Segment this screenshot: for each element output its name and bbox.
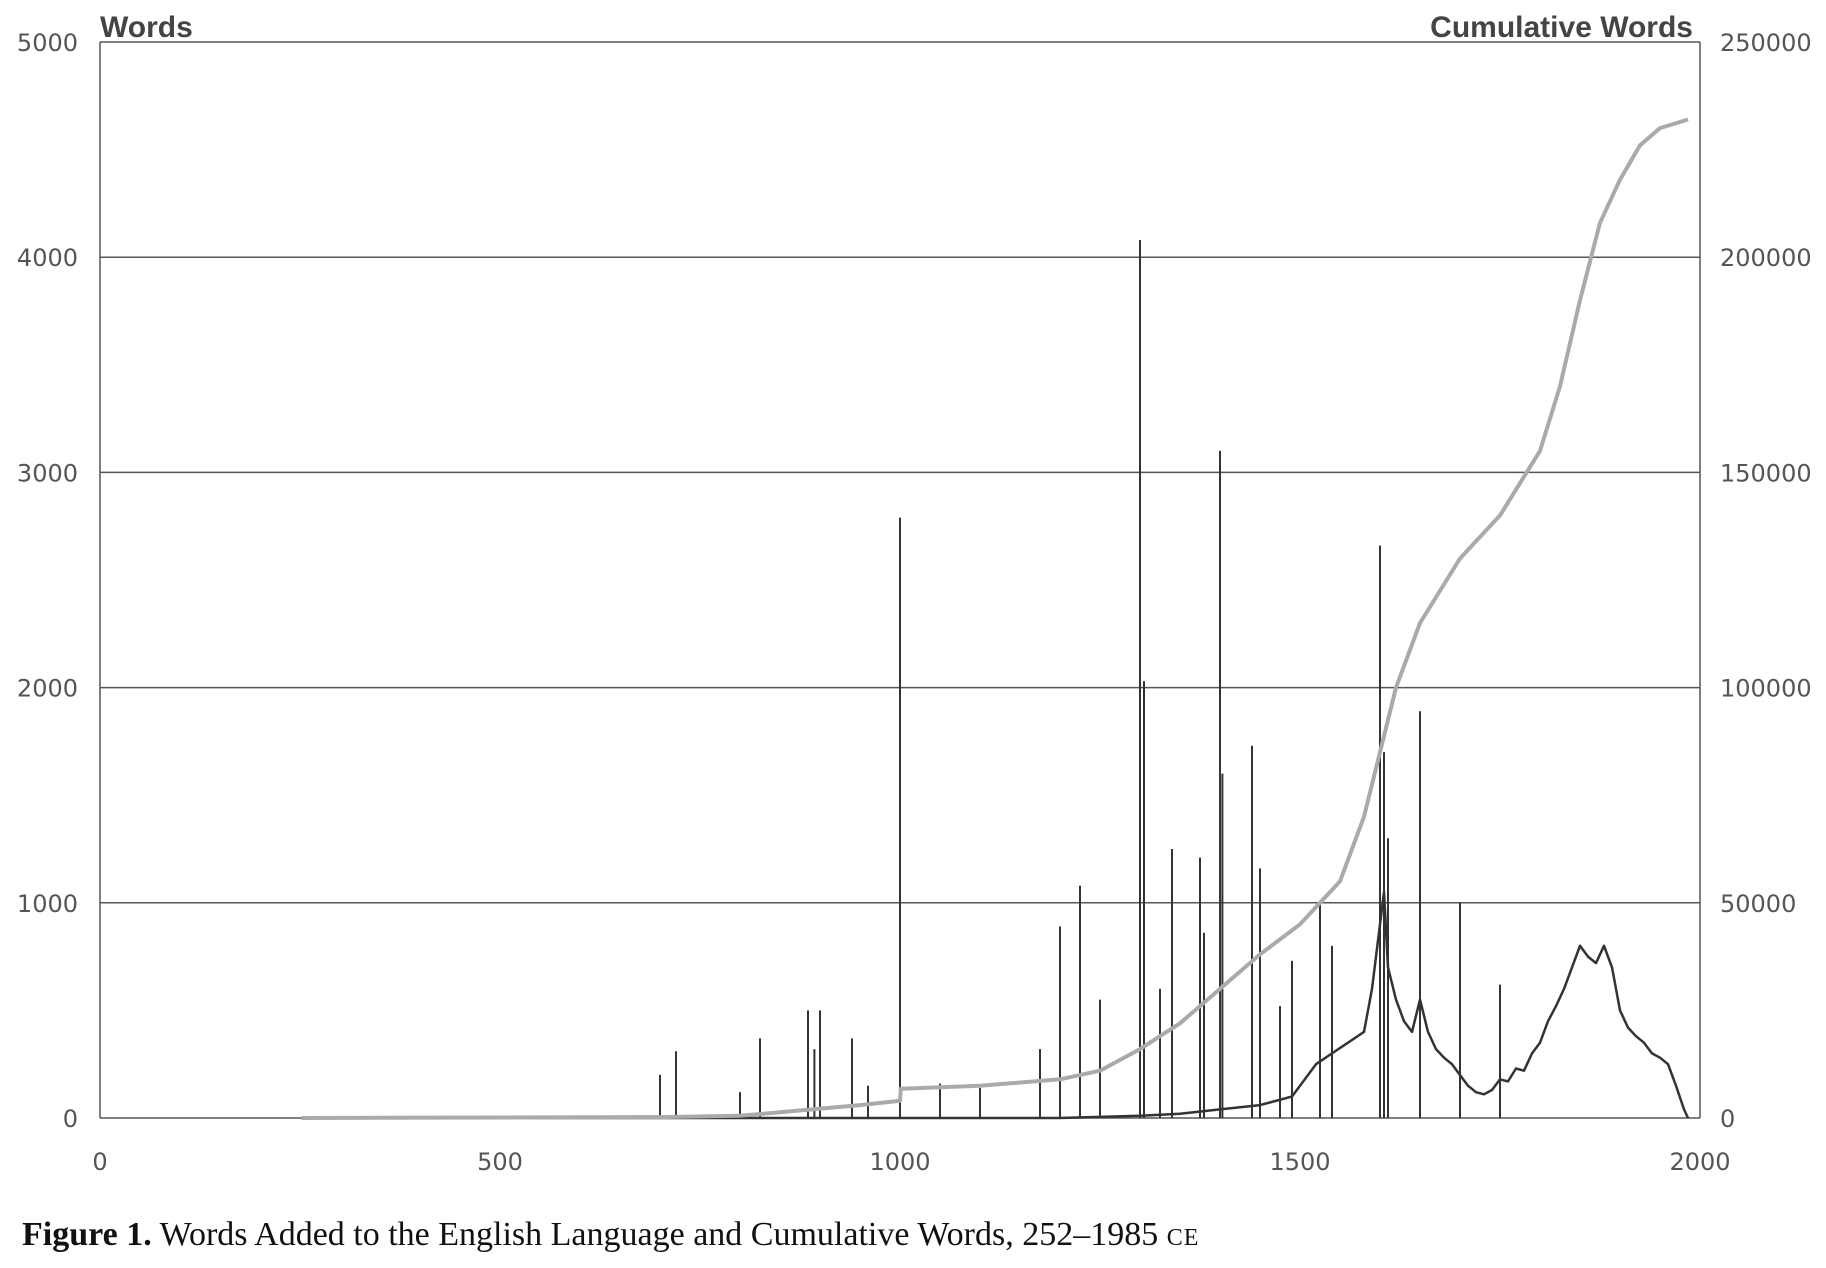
right-tick-label-50000: 50000 <box>1720 890 1796 918</box>
right-tick-label-200000: 200000 <box>1720 244 1812 272</box>
tick-labels: 0100020003000400050000500001000001500002… <box>17 29 1812 1176</box>
cumulative-words-line <box>301 117 1689 1120</box>
x-tick-label-1500: 1500 <box>1269 1148 1330 1176</box>
right-tick-label-150000: 150000 <box>1720 459 1812 487</box>
x-tick-label-500: 500 <box>477 1148 523 1176</box>
left-tick-label-5000: 5000 <box>17 29 78 57</box>
x-tick-label-1000: 1000 <box>869 1148 930 1176</box>
left-tick-label-0: 0 <box>63 1105 78 1133</box>
left-tick-label-4000: 4000 <box>17 244 78 272</box>
caption-label: Figure 1. <box>22 1216 152 1253</box>
x-tick-label-2000: 2000 <box>1669 1148 1730 1176</box>
words-added-trend-line <box>301 890 1690 1120</box>
left-tick-label-1000: 1000 <box>17 890 78 918</box>
series-words-added <box>301 239 1690 1120</box>
right-tick-label-100000: 100000 <box>1720 675 1812 703</box>
left-axis-title: Words <box>100 11 193 44</box>
caption-text: Words Added to the English Language and … <box>151 1216 1167 1253</box>
left-tick-label-2000: 2000 <box>17 675 78 703</box>
right-axis-title: Cumulative Words <box>1430 11 1693 44</box>
right-tick-label-250000: 250000 <box>1720 29 1812 57</box>
caption-era: CE <box>1166 1225 1200 1251</box>
x-tick-label-0: 0 <box>92 1148 107 1176</box>
series-cumulative-words <box>301 117 1689 1120</box>
figure-caption: Figure 1. Words Added to the English Lan… <box>22 1216 1199 1254</box>
chart: 0100020003000400050000500001000001500002… <box>17 11 1812 1176</box>
right-tick-label-0: 0 <box>1720 1105 1735 1133</box>
left-tick-label-3000: 3000 <box>17 459 78 487</box>
